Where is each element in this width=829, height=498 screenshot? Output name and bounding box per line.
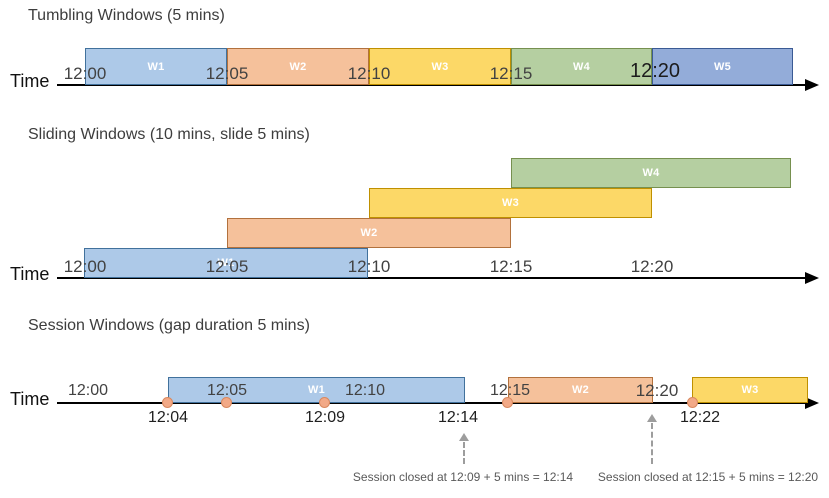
- window-label: W4: [572, 60, 591, 73]
- tumbling-tick-1210: 12:10: [347, 64, 391, 83]
- event-dot-1204: [162, 397, 173, 408]
- session-window-w2: W2: [508, 377, 653, 403]
- session-close-annotation-1: Session closed at 12:09 + 5 mins = 12:14: [352, 470, 574, 484]
- sliding-tick-1210: 12:10: [347, 257, 391, 276]
- session-tick-1210: 12:10: [344, 382, 386, 399]
- tumbling-window-w5: W5: [652, 48, 793, 85]
- tumbling-window-w1: W1: [85, 48, 227, 85]
- session-time-axis: [57, 402, 806, 404]
- window-label: W3: [431, 60, 449, 73]
- session-tick-1200: 12:00: [67, 382, 109, 399]
- window-label: W2: [360, 227, 378, 239]
- tumbling-window-w2: W2: [227, 48, 369, 85]
- session-close-label-1214: 12:14: [437, 409, 479, 426]
- tumbling-tick-1200: 12:00: [63, 64, 107, 83]
- session-tick-1215: 12:15: [489, 382, 531, 399]
- up-arrow-icon: [647, 414, 657, 422]
- event-dot-1205: [221, 397, 232, 408]
- event-dot-1215: [502, 397, 513, 408]
- session-section-title: Session Windows (gap duration 5 mins): [28, 317, 310, 334]
- window-label: W4: [642, 167, 660, 179]
- tumbling-window-w4: W4: [511, 48, 652, 85]
- session-window-w3: W3: [692, 377, 808, 403]
- up-arrow-icon: [459, 433, 469, 441]
- sliding-axis-arrowhead-icon: [805, 272, 819, 284]
- tumbling-window-w3: W3: [369, 48, 511, 85]
- sliding-tick-1215: 12:15: [489, 257, 533, 276]
- tumbling-time-axis-label: Time: [10, 71, 50, 91]
- sliding-section-title: Sliding Windows (10 mins, slide 5 mins): [28, 126, 310, 143]
- sliding-window-w3: W3: [369, 188, 652, 218]
- session-event-label-1204: 12:04: [147, 409, 189, 426]
- event-dot-1209: [319, 397, 330, 408]
- tumbling-tick-1205: 12:05: [205, 64, 249, 83]
- window-label: W3: [501, 197, 520, 209]
- tumbling-tick-1215: 12:15: [489, 64, 533, 83]
- sliding-time-axis-label: Time: [10, 264, 50, 284]
- session-time-axis-label: Time: [10, 389, 50, 409]
- sliding-tick-1220: 12:20: [630, 257, 674, 276]
- tumbling-axis-arrowhead-icon: [805, 79, 819, 91]
- session-event-label-1222: 12:22: [679, 409, 721, 426]
- window-label: W2: [571, 384, 590, 396]
- session-axis-arrowhead-icon: [805, 397, 819, 409]
- session-window-w1: W1: [168, 377, 465, 403]
- session-event-label-1209: 12:09: [304, 409, 346, 426]
- sliding-window-w4: W4: [511, 158, 791, 188]
- sliding-window-w2: W2: [227, 218, 511, 248]
- window-label: W2: [289, 60, 307, 73]
- tumbling-section-title: Tumbling Windows (5 mins): [28, 7, 225, 24]
- session-close-annotation-2: Session closed at 12:15 + 5 mins = 12:20: [597, 470, 819, 484]
- window-label: W1: [147, 60, 165, 73]
- tumbling-time-axis: [57, 84, 806, 86]
- sliding-window-w1: W1: [84, 248, 368, 278]
- window-label: W3: [741, 384, 759, 396]
- event-dot-1222: [687, 397, 698, 408]
- sliding-time-axis: [57, 277, 806, 279]
- tumbling-tick-1220: 12:20: [629, 60, 681, 82]
- sliding-tick-1200: 12:00: [63, 257, 107, 276]
- window-label: W5: [713, 60, 732, 73]
- session-tick-1220: 12:20: [635, 381, 679, 400]
- sliding-tick-1205: 12:05: [205, 257, 249, 276]
- window-label: W1: [217, 257, 235, 269]
- dashed-callout-line: [463, 442, 465, 464]
- dashed-callout-line: [651, 423, 653, 464]
- window-label: W1: [307, 384, 326, 396]
- session-tick-1205: 12:05: [206, 382, 248, 399]
